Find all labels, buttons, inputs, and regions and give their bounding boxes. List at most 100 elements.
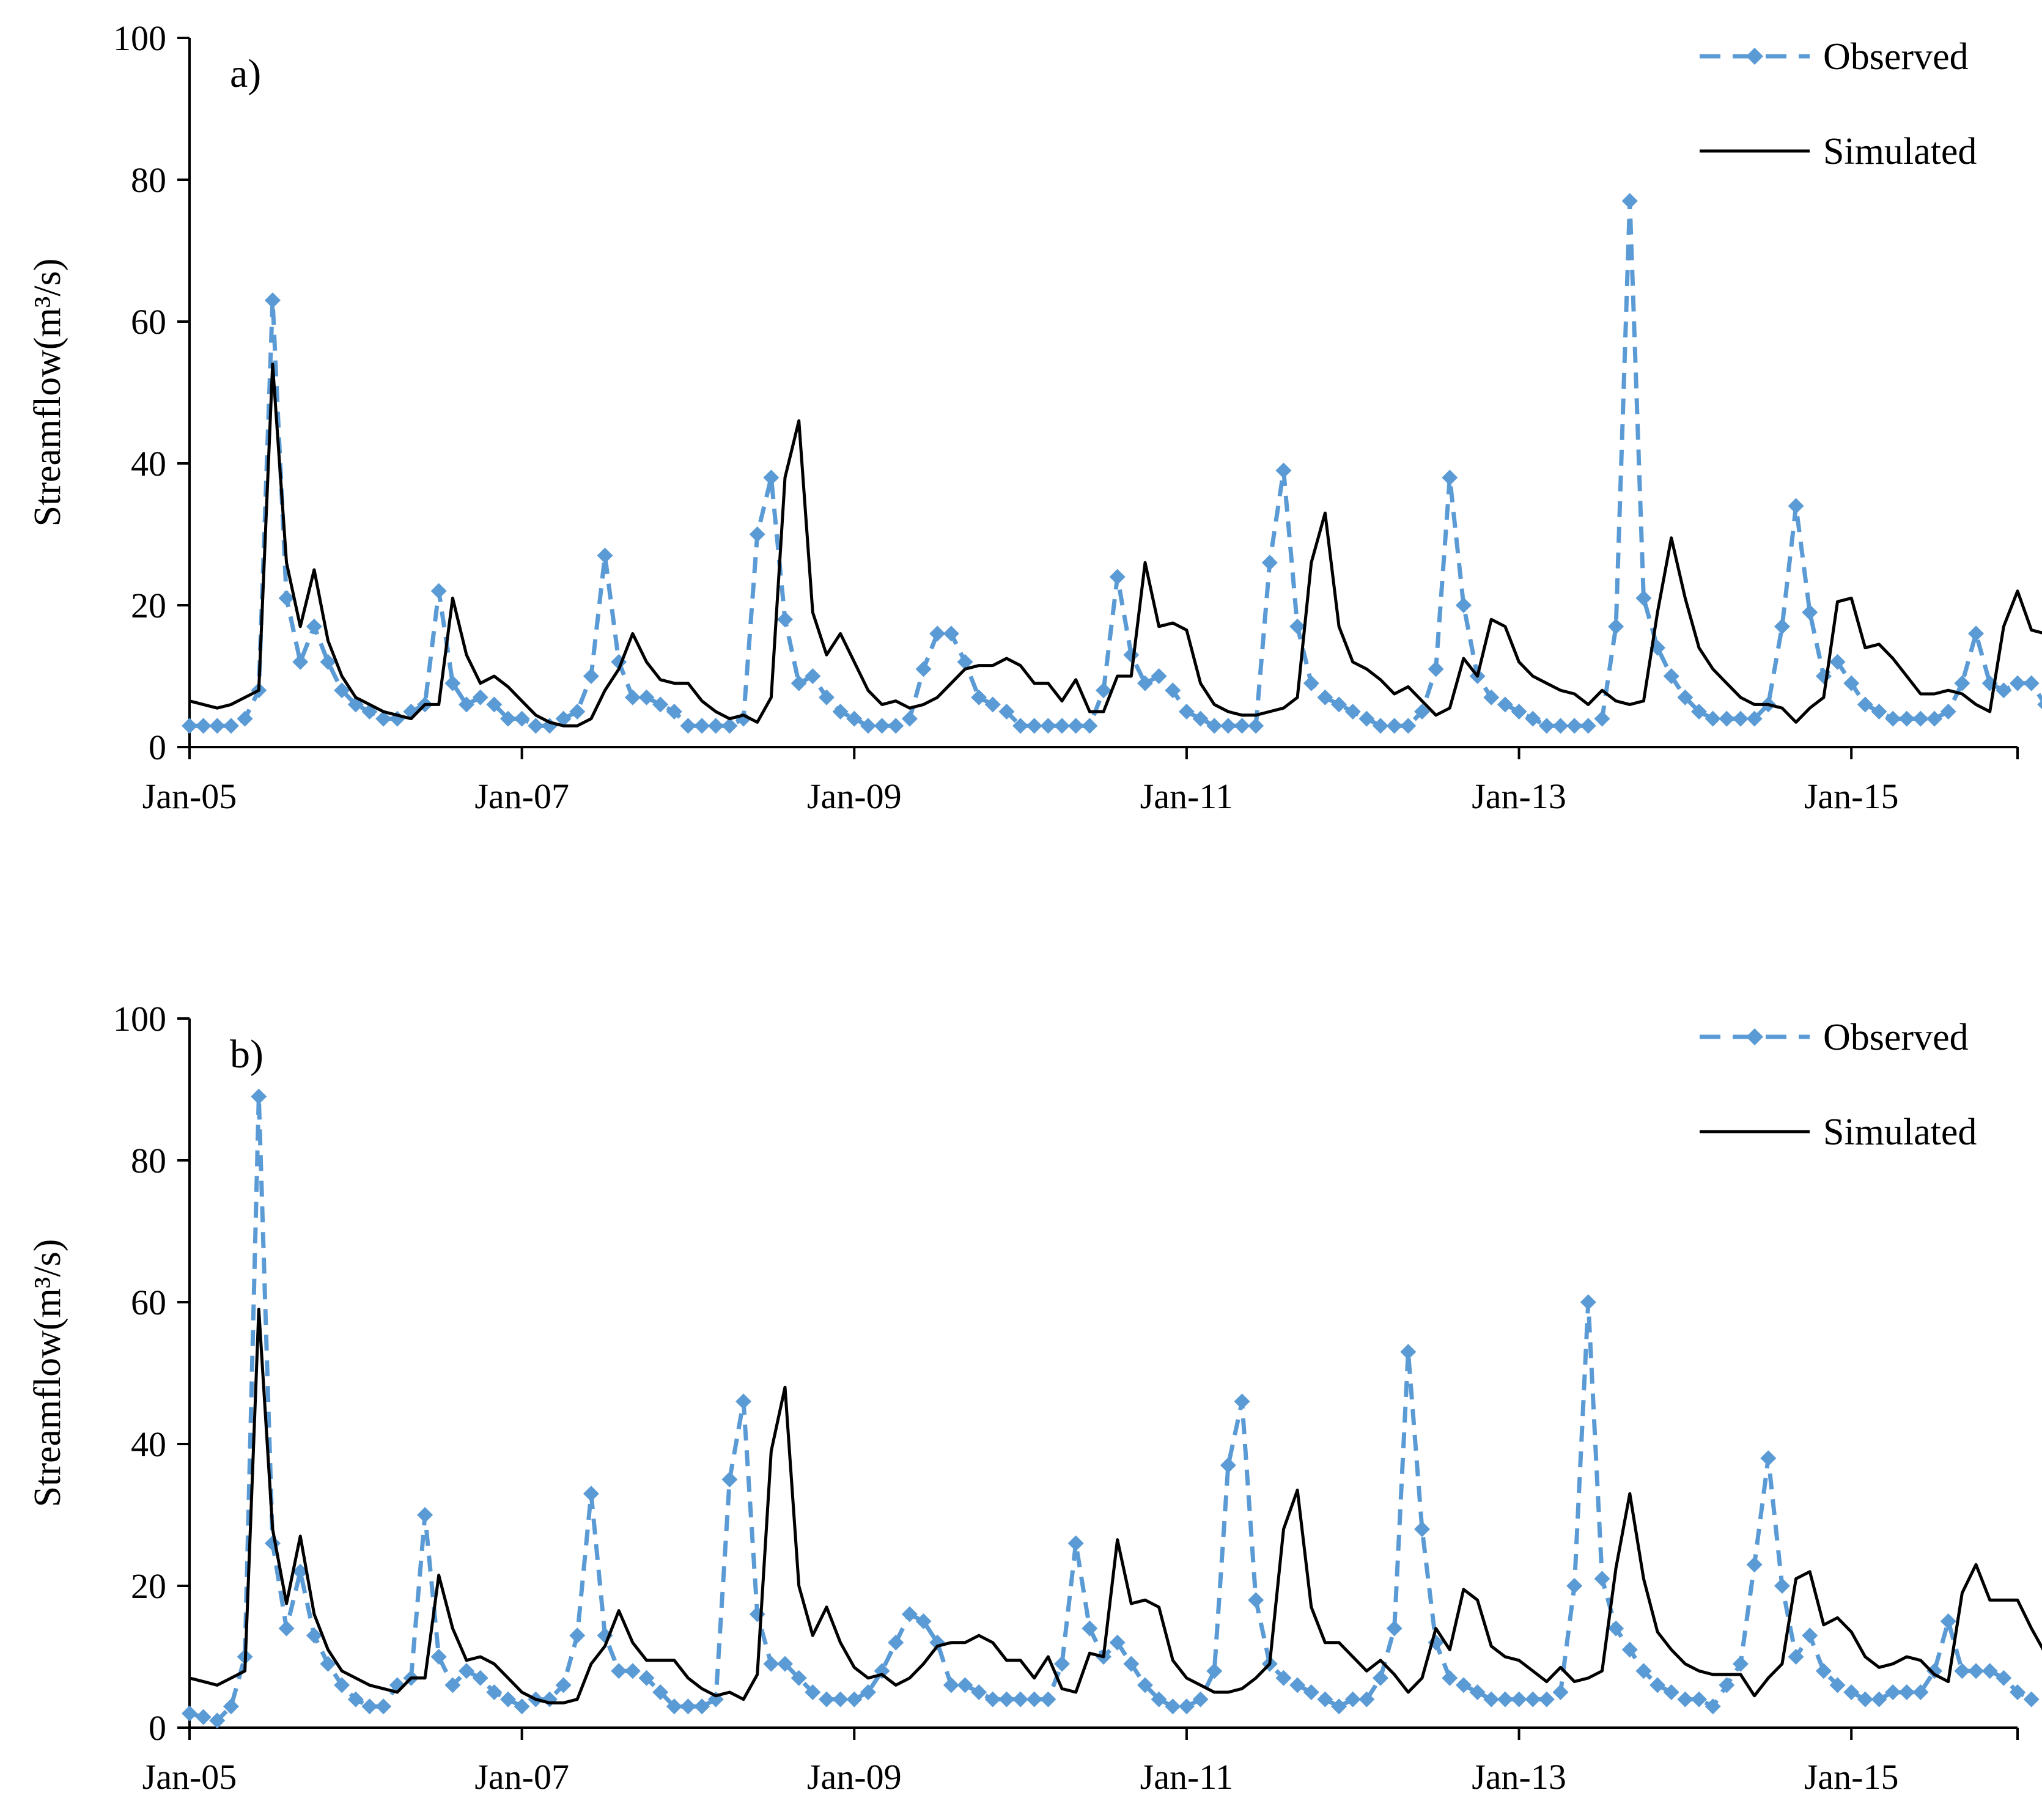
observed-point <box>680 718 696 734</box>
observed-point <box>1026 1691 1042 1708</box>
observed-point <box>860 718 876 734</box>
observed-point <box>1719 1677 1735 1693</box>
y-tick-label: 100 <box>113 999 166 1039</box>
observed-point <box>1691 704 1708 720</box>
observed-point <box>1677 1691 1694 1708</box>
observed-point <box>1096 682 1111 699</box>
observed-point <box>1109 569 1126 585</box>
observed-point <box>569 1627 586 1644</box>
observed-series-line <box>189 1094 2033 1723</box>
observed-point <box>583 1486 599 1502</box>
legend-observed-label: Observed <box>1823 1017 1969 1058</box>
observed-point <box>2010 675 2025 691</box>
observed-point <box>638 1670 655 1686</box>
observed-point <box>1455 597 1472 613</box>
observed-point <box>1621 193 1638 209</box>
observed-point <box>1829 654 1846 670</box>
observed-point <box>624 689 641 706</box>
observed-point <box>1538 1691 1555 1708</box>
observed-point <box>1234 718 1250 734</box>
observed-point <box>638 689 655 706</box>
observed-point <box>1580 718 1596 734</box>
observed-point <box>1137 675 1153 691</box>
observed-point <box>846 1691 863 1708</box>
x-tick-label: Jan-13 <box>1472 1757 1566 1797</box>
observed-point <box>264 1535 281 1552</box>
observed-point <box>1497 696 1513 713</box>
observed-point <box>1344 1691 1361 1708</box>
observed-point <box>943 1677 959 1693</box>
observed-point <box>1912 710 1929 727</box>
observed-point <box>1054 718 1071 734</box>
observed-point <box>251 1088 267 1105</box>
observed-point <box>320 654 336 670</box>
observed-point <box>1912 1684 1929 1700</box>
observed-point <box>1109 1634 1126 1651</box>
observed-point <box>1774 618 1790 635</box>
observed-point <box>1289 618 1306 635</box>
observed-point <box>499 1691 516 1708</box>
panel-label: b) <box>230 1032 264 1077</box>
observed-point <box>1968 1663 1985 1679</box>
observed-point <box>1788 498 1804 514</box>
observed-point <box>1248 1592 1264 1608</box>
observed-point <box>984 1691 1001 1708</box>
observed-point <box>791 675 807 691</box>
observed-point <box>763 470 780 486</box>
observed-point <box>1843 675 1860 691</box>
observed-point <box>929 625 946 642</box>
observed-point <box>888 1634 904 1651</box>
observed-point <box>915 1613 932 1629</box>
observed-point <box>278 590 295 606</box>
observed-point <box>901 710 918 727</box>
observed-point <box>652 1684 669 1700</box>
observed-point <box>472 689 488 706</box>
observed-point <box>1746 710 1763 727</box>
observed-point <box>1552 1684 1569 1700</box>
observed-point <box>1317 689 1333 706</box>
observed-point <box>1123 647 1140 663</box>
observed-point <box>569 704 586 720</box>
observed-point <box>2023 675 2040 691</box>
observed-point <box>666 704 682 720</box>
observed-point <box>1178 704 1195 720</box>
observed-point <box>1926 710 1943 727</box>
legend-observed-label: Observed <box>1823 36 1969 78</box>
observed-point <box>1719 710 1735 727</box>
observed-point <box>1566 1578 1583 1594</box>
observed-point <box>182 718 197 734</box>
observed-point <box>292 1563 309 1580</box>
y-tick-label: 80 <box>131 1141 166 1181</box>
observed-point <box>805 668 821 684</box>
observed-point <box>1871 704 1887 720</box>
legend-simulated-label: Simulated <box>1823 131 1977 172</box>
observed-point <box>223 1698 239 1715</box>
observed-point <box>1275 1670 1292 1686</box>
observed-point <box>499 710 516 727</box>
observed-point <box>182 1705 197 1722</box>
observed-point <box>1178 1698 1195 1715</box>
observed-point <box>721 1472 738 1487</box>
observed-point <box>1455 1677 1472 1693</box>
observed-point <box>209 718 226 734</box>
observed-point <box>1386 718 1402 734</box>
observed-point <box>278 1620 295 1637</box>
observed-point <box>901 1606 918 1623</box>
observed-point <box>541 1691 558 1708</box>
observed-point <box>1040 718 1056 734</box>
observed-point <box>1705 710 1721 727</box>
observed-point <box>1373 1670 1389 1686</box>
observed-point <box>1192 1691 1209 1708</box>
observed-point <box>721 718 738 734</box>
x-tick-label: Jan-07 <box>474 1757 569 1797</box>
observed-point <box>777 1656 794 1672</box>
x-tick-label: Jan-15 <box>1804 1757 1899 1797</box>
observed-point <box>375 710 392 727</box>
observed-point <box>486 696 503 713</box>
observed-point <box>1497 1691 1513 1708</box>
observed-point <box>486 1684 503 1700</box>
observed-point <box>1815 668 1832 684</box>
observed-point <box>347 1691 364 1708</box>
observed-point <box>223 718 239 734</box>
